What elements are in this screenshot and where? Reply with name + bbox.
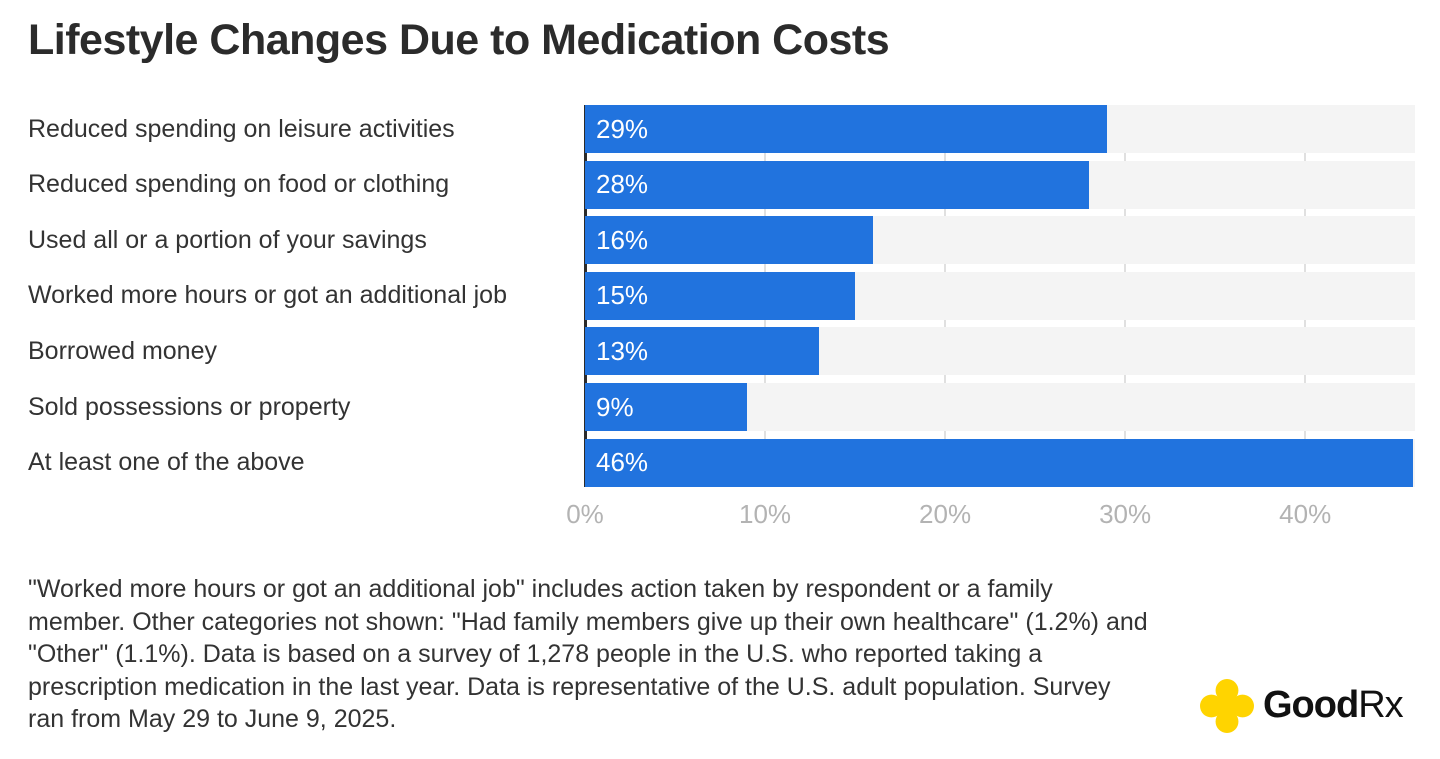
bar-row: At least one of the above 46%: [0, 438, 1440, 487]
bar: 13%: [585, 327, 820, 376]
x-tick-label: 20%: [919, 499, 972, 529]
bar-track: 16%: [585, 216, 1415, 265]
bar-track: 15%: [585, 271, 1415, 320]
footnote: "Worked more hours or got an additional …: [28, 575, 1148, 733]
category-label: Worked more hours or got an additional j…: [28, 281, 507, 310]
bar: 16%: [585, 216, 874, 265]
x-tick-label: 30%: [1099, 499, 1152, 529]
x-tick-label: 40%: [1279, 499, 1332, 529]
bar-chart: Reduced spending on leisure activities 29…: [0, 105, 1440, 535]
bar-track: 9%: [585, 383, 1415, 431]
page-title: Lifestyle Changes Due to Medication Cost…: [28, 16, 890, 64]
bar-value-label: 13%: [596, 335, 649, 366]
category-label: Borrowed money: [28, 336, 217, 365]
bar-value-label: 28%: [596, 169, 649, 200]
bar-value-label: 16%: [596, 224, 649, 255]
category-label: Reduced spending on food or clothing: [28, 170, 450, 199]
bar: 15%: [585, 271, 856, 320]
bar-track: 46%: [585, 438, 1415, 487]
goodrx-logo: GoodRx: [1200, 678, 1404, 733]
x-tick-label: 10%: [739, 499, 792, 529]
bar-row: Reduced spending on food or clothing 28%: [0, 160, 1440, 209]
goodrx-wordmark: GoodRx: [1263, 684, 1404, 727]
bar-track: 29%: [585, 105, 1415, 153]
bar-row: Reduced spending on leisure activities 29…: [0, 105, 1440, 153]
bar-row: Worked more hours or got an additional j…: [0, 271, 1440, 320]
bar-track: 13%: [585, 327, 1415, 376]
bar: 28%: [585, 160, 1090, 209]
category-label: Sold possessions or property: [28, 392, 351, 421]
x-tick-label: 0%: [566, 499, 604, 529]
category-label: At least one of the above: [28, 448, 305, 477]
category-label: Used all or a portion of your savings: [28, 225, 427, 254]
bar-row: Borrowed money 13%: [0, 327, 1440, 376]
bar-row: Used all or a portion of your savings 16%: [0, 216, 1440, 265]
category-label: Reduced spending on leisure activities: [28, 114, 455, 143]
bar-value-label: 29%: [596, 113, 649, 144]
bar-track: 28%: [585, 160, 1415, 209]
goodrx-cross-icon: [1200, 678, 1254, 733]
bar-value-label: 46%: [596, 447, 649, 478]
bar-value-label: 15%: [596, 280, 649, 311]
bar: 46%: [585, 438, 1414, 487]
bar: 29%: [585, 105, 1108, 153]
bar-row: Sold possessions or property 9%: [0, 383, 1440, 431]
bar: 9%: [585, 383, 748, 431]
goodrx-wordmark-bold: Good: [1263, 684, 1359, 726]
goodrx-wordmark-light: Rx: [1358, 684, 1403, 726]
bar-value-label: 9%: [596, 391, 634, 422]
